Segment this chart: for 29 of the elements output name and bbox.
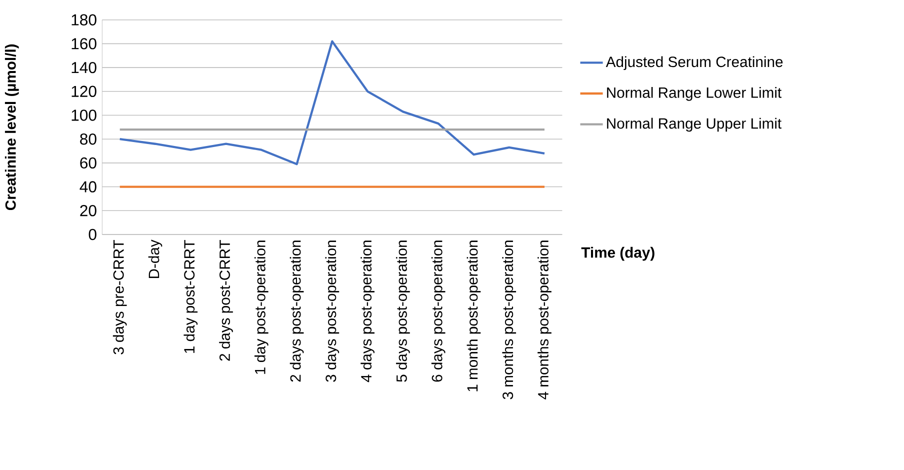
y-tick-label: 140	[72, 62, 96, 74]
y-tick-label: 180	[72, 14, 96, 26]
x-tick-label: 2 days post-CRRT	[219, 240, 233, 361]
legend-label: Normal Range Lower Limit	[607, 87, 782, 101]
x-tick-label: 1 day post-CRRT	[184, 240, 198, 353]
y-tick-label: 0	[88, 228, 96, 240]
y-tick-label: 60	[80, 157, 96, 169]
x-axis-title: Time (day)	[581, 246, 654, 261]
x-tick-label: 3 months post-operation	[502, 240, 516, 400]
x-tick-label: 4 days post-operation	[360, 240, 374, 382]
line-series	[118, 40, 546, 166]
x-tick-label: 6 days post-operation	[431, 240, 446, 382]
legend-label: Normal Range Upper Limit	[607, 118, 782, 132]
y-tick-label: 160	[72, 38, 96, 50]
x-tick-label: 1 day post-operation	[254, 240, 268, 374]
y-axis-title: Creatinine level (µmol/l)	[4, 44, 19, 210]
x-tick-label: 5 days post-operation	[396, 240, 410, 382]
y-tick-label: 20	[80, 205, 96, 216]
x-tick-label: 3 days post-operation	[325, 240, 340, 382]
y-tick-label: 120	[72, 86, 96, 98]
legend-label: Adjusted Serum Creatinine	[606, 56, 783, 70]
y-tick-label: 100	[72, 110, 96, 121]
x-tick-label: 2 days post-operation	[290, 240, 304, 382]
y-tick-label: 40	[80, 181, 96, 192]
x-tick-label: D-day	[148, 240, 162, 278]
x-tick-label: 3 days pre-CRRT	[112, 240, 127, 354]
y-tick-label: 80	[80, 134, 96, 145]
x-tick-label: 1 month post-operation	[466, 240, 481, 392]
x-tick-label: 4 months post-operation	[538, 240, 552, 400]
